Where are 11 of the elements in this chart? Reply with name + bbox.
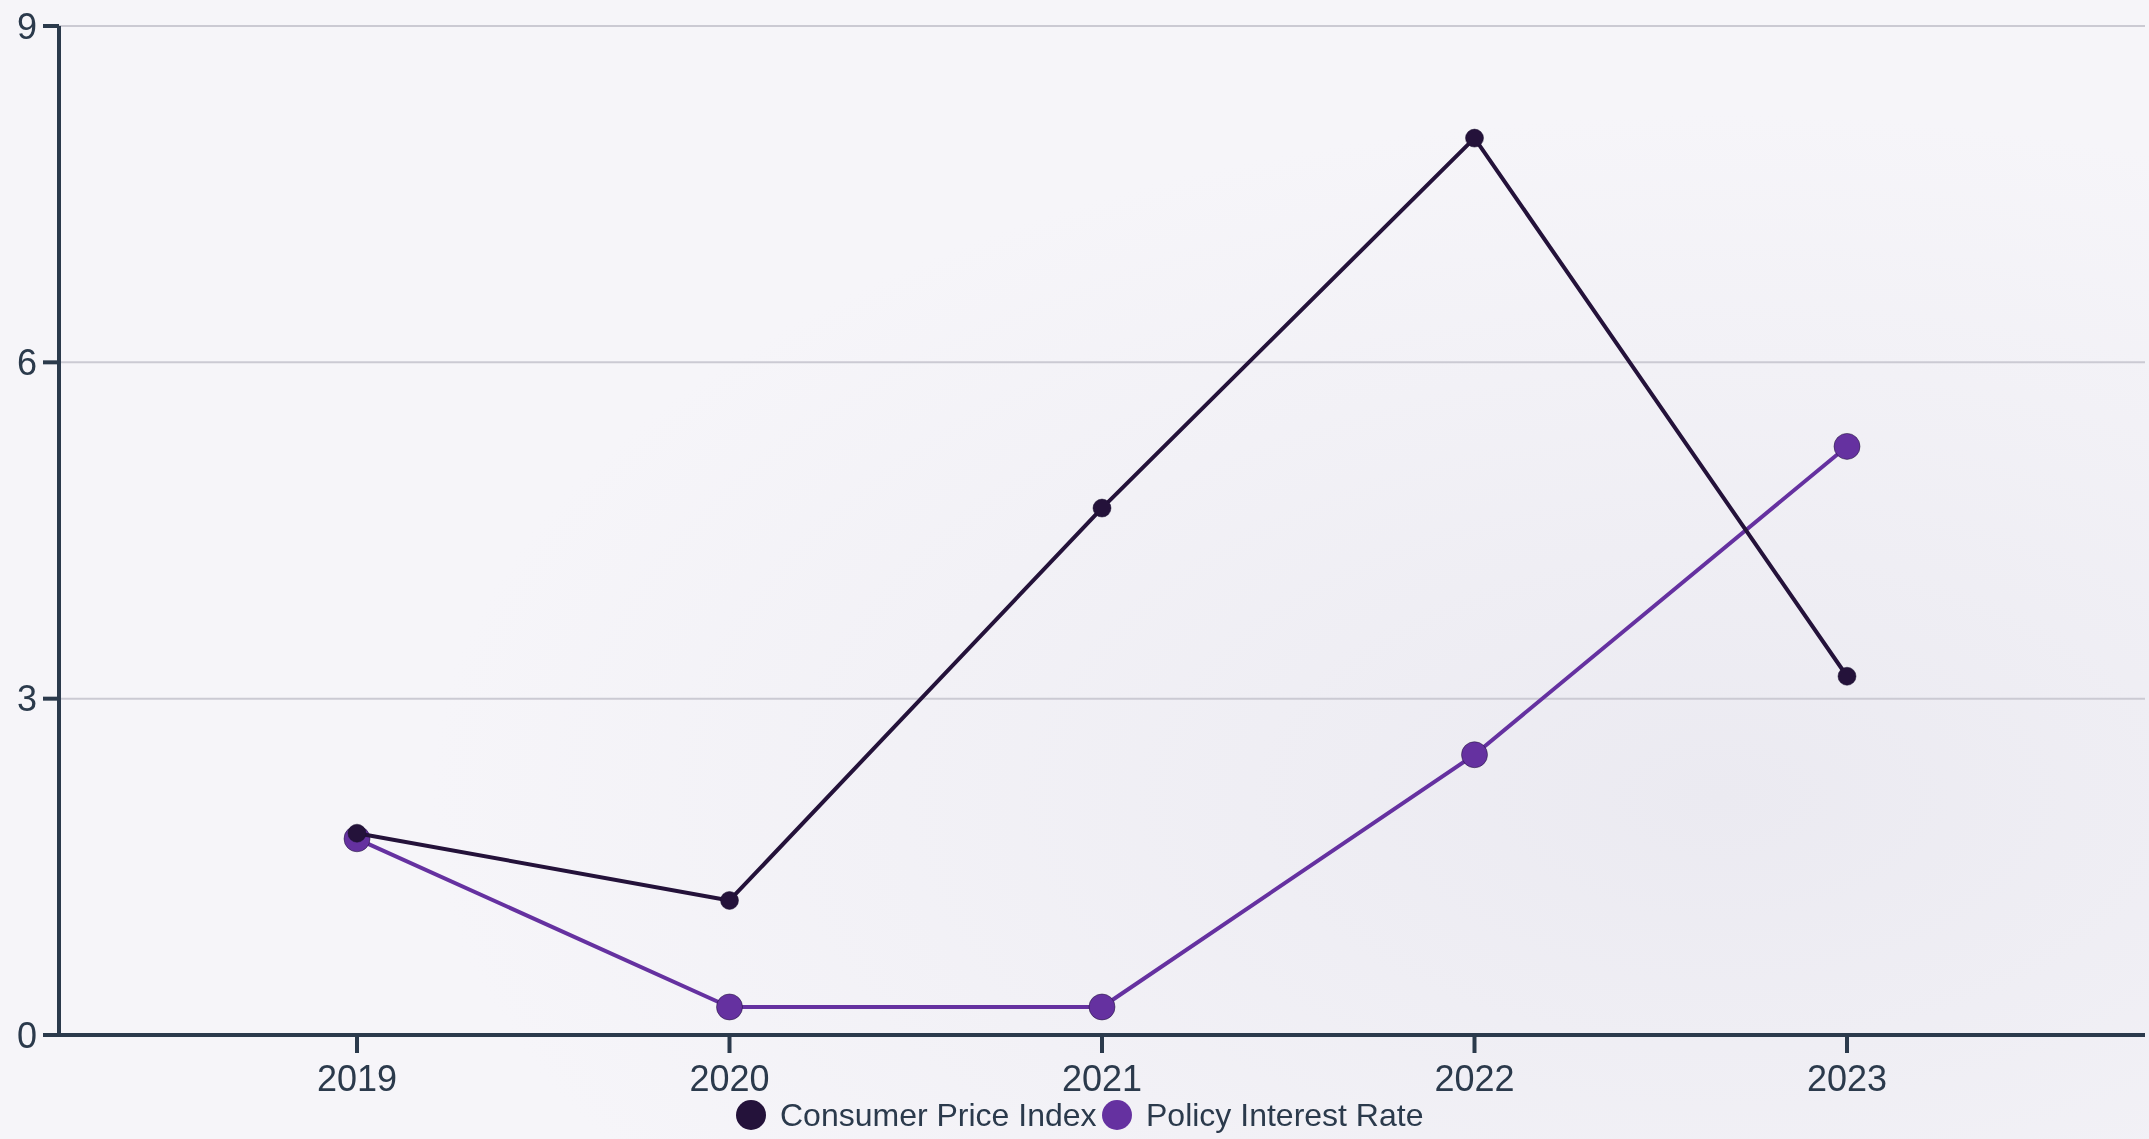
y-tick-label: 3	[16, 678, 37, 720]
y-tick-label: 0	[16, 1014, 37, 1056]
y-tick-label: 6	[16, 341, 37, 383]
x-tick-label: 2023	[1806, 1058, 1888, 1099]
legend-label: Policy Interest Rate	[1146, 1097, 1424, 1134]
x-tick-label: 2020	[689, 1058, 770, 1099]
x-tick-label: 2021	[1061, 1058, 1143, 1099]
y-tick-label: 9	[16, 5, 37, 47]
x-tick-label: 2019	[316, 1058, 398, 1099]
legend-label: Consumer Price Index	[780, 1097, 1097, 1134]
x-tick-label: 2022	[1434, 1058, 1515, 1099]
